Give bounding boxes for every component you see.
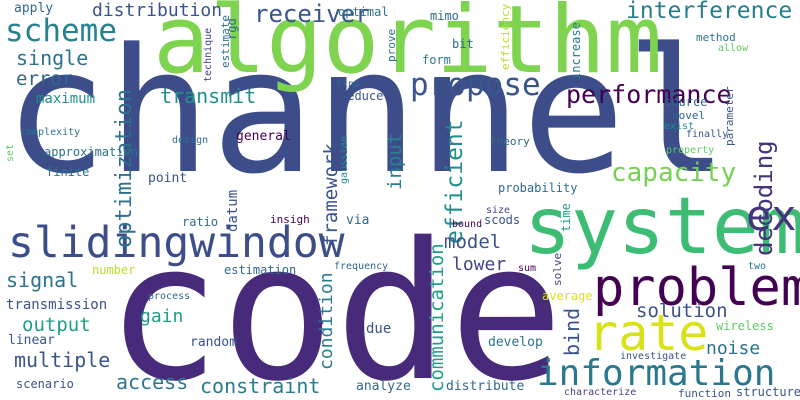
word-constraint: constraint: [200, 374, 321, 398]
word-datum: finite: [46, 165, 90, 179]
word-model: model: [444, 231, 502, 253]
word-method: method: [696, 31, 736, 44]
word-form: form: [422, 53, 451, 67]
word-number: number: [92, 263, 136, 277]
word-algorithm: algorithm: [153, 0, 663, 95]
word-exist: exist: [664, 121, 695, 132]
word-transmission: transmission: [6, 297, 108, 313]
word-linear: linear: [8, 333, 55, 348]
word-transmit: transmit: [160, 84, 257, 108]
word-lower: lower: [452, 254, 507, 275]
word-wireless: wireless: [716, 319, 774, 333]
word-rate: rate: [588, 304, 709, 362]
word-random: random: [190, 335, 237, 350]
word-function: function: [678, 387, 731, 400]
word-input: input: [384, 132, 406, 190]
word-characterize: characterize: [564, 387, 637, 398]
word-general: general: [236, 129, 291, 144]
word-estimation: estimation: [224, 263, 297, 277]
word-optimal: optimal: [338, 5, 389, 19]
word-optimization: optimization: [112, 89, 137, 248]
word-two: solve: [551, 252, 564, 286]
word-point: point: [148, 171, 188, 186]
word-design: complexity: [20, 127, 81, 138]
word-maximum: maximum: [36, 91, 96, 107]
word-distribute: distribute: [446, 379, 525, 394]
word-signal: signal: [6, 268, 79, 292]
word-set: design: [172, 135, 209, 146]
word-rgd: rgd: [225, 18, 239, 40]
word-via: bound: [452, 219, 483, 230]
word-information: information: [537, 353, 776, 394]
word-novel: novel: [672, 109, 706, 122]
word-allow: allow: [718, 43, 749, 54]
word-propose: propose: [410, 67, 541, 103]
word-slidingwindow: slidingwindow: [8, 218, 345, 268]
word-due: due: [366, 321, 392, 337]
word-bound: scods: [484, 213, 521, 227]
word-analyze: analyze: [356, 379, 411, 394]
word-develop: develop: [488, 335, 543, 350]
word-problem: problem: [593, 258, 800, 318]
word-increase: increase: [569, 22, 583, 80]
word-gain: gain: [140, 306, 184, 327]
word-ratio: ratio: [182, 215, 219, 229]
word-property: property: [666, 145, 715, 156]
word-performance: performance: [566, 80, 732, 109]
word-average: process: [148, 291, 191, 302]
word-solve: average: [542, 289, 593, 303]
word-apply: apply: [14, 1, 54, 16]
word-prove: prove: [385, 28, 398, 62]
word-insigh: via: [346, 213, 370, 228]
word-access: access: [116, 370, 189, 394]
word-code: code: [106, 202, 564, 400]
word-process: two: [748, 261, 767, 272]
word-size: size: [486, 205, 511, 216]
word-mimo: mimo: [430, 9, 459, 23]
word-condition: condition: [316, 272, 337, 370]
word-structure: structure: [736, 385, 800, 399]
word-system: system: [524, 182, 800, 272]
word-scods: insigh: [270, 213, 310, 226]
word-explain: explain: [746, 191, 800, 240]
word-reduce: reduce: [340, 89, 384, 103]
word-scenario: scenario: [16, 377, 74, 391]
word-source: source: [664, 95, 708, 109]
word-output: output: [22, 314, 91, 336]
word-investigate: investigate: [620, 351, 687, 362]
word-communication: communication: [426, 243, 448, 392]
word-noise: noise: [706, 338, 761, 359]
word-technique: technique: [203, 27, 214, 82]
word-interference: interference: [626, 0, 793, 24]
word-efficiency: efficiency: [499, 3, 512, 70]
word-probability: gaussian: [339, 135, 350, 184]
word-bit: bit: [452, 37, 474, 51]
word-complexity: set: [5, 143, 16, 162]
word-single: single: [16, 46, 89, 70]
word-time: probability: [498, 181, 578, 195]
word-channel: channel: [4, 11, 729, 212]
word-receiver: receiver: [254, 0, 370, 28]
word-decoding: decoding: [750, 140, 778, 256]
word-solution: solution: [636, 300, 728, 322]
word-capacity: capacity: [611, 158, 737, 188]
word-distribution: distribution: [92, 0, 223, 21]
word-scheme: scheme: [5, 13, 117, 49]
word-bind: bind: [560, 307, 584, 356]
word-error: error: [16, 68, 74, 90]
word-sum: sum: [518, 263, 537, 274]
word-finally: finally: [686, 129, 729, 140]
word-frequency: frequency: [334, 261, 389, 272]
word-theory: theory: [490, 135, 530, 148]
word-gaussian: time: [559, 203, 573, 232]
word-finite: approximation: [44, 145, 138, 159]
word-multiple: multiple: [14, 348, 111, 372]
word-approximation: datum: [225, 189, 241, 232]
word-find: find: [336, 79, 361, 90]
